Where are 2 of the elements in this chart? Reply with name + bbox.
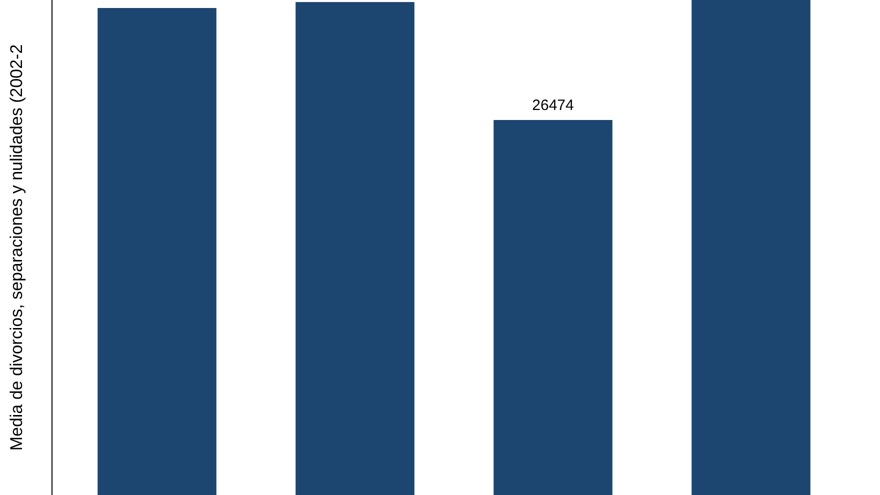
y-axis-title: Media de divorcios, separaciones y nulidades (2002-2 xyxy=(7,44,26,451)
data-label: 26474 xyxy=(532,96,574,114)
